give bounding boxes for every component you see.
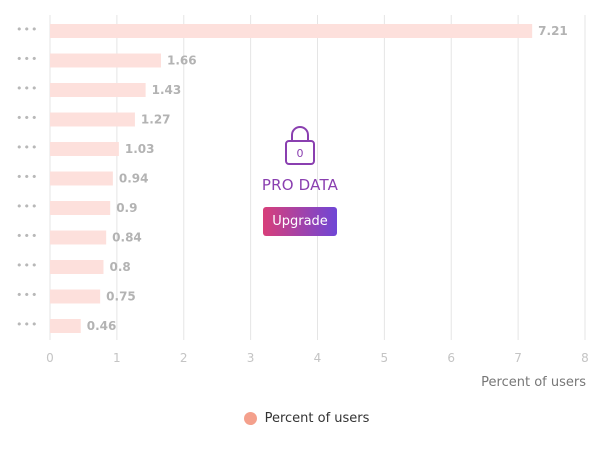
x-axis-ticks: 0 1 2 3 4 5 6 7 8: [46, 351, 589, 365]
x-tick-label: 8: [581, 351, 589, 365]
category-label: •••: [16, 112, 38, 125]
bar[interactable]: [50, 230, 107, 245]
upgrade-button[interactable]: Upgrade: [263, 207, 337, 236]
bar[interactable]: [50, 201, 111, 215]
bar[interactable]: [50, 24, 533, 38]
x-tick-label: 1: [113, 351, 121, 365]
category-label: •••: [16, 200, 38, 213]
category-label: •••: [16, 171, 38, 184]
x-tick-label: 2: [180, 351, 188, 365]
x-tick-label: 7: [514, 351, 522, 365]
bar[interactable]: [50, 289, 101, 304]
category-label: •••: [16, 230, 38, 243]
data-labels: 7.21 1.66 1.43 1.27 1.03 0.94 0.9 0.84 0.8 0.75 0.…: [87, 24, 568, 333]
category-label: •••: [16, 289, 38, 302]
legend-label: Percent of users: [264, 411, 370, 426]
legend-swatch: [243, 412, 257, 425]
data-label: 0.46: [87, 319, 117, 333]
data-label: 0.75: [106, 290, 136, 304]
pro-data-overlay: 0 PRO DATA Upgrade: [240, 124, 360, 236]
bar[interactable]: [50, 142, 119, 156]
bar[interactable]: [50, 53, 162, 68]
x-axis-label: Percent of users: [481, 375, 586, 390]
category-label: •••: [16, 23, 38, 36]
x-tick-label: 5: [381, 351, 389, 365]
data-label: 7.21: [538, 24, 568, 38]
data-label: 1.66: [167, 54, 197, 68]
category-label: •••: [16, 259, 38, 272]
bar[interactable]: [50, 319, 81, 333]
data-label: 0.8: [110, 260, 131, 274]
grid-lines: [49, 15, 586, 340]
pro-data-title: PRO DATA: [261, 176, 339, 194]
x-tick-label: 4: [314, 351, 322, 365]
x-tick-label: 0: [46, 351, 54, 365]
bar[interactable]: [50, 112, 135, 127]
data-label: 0.84: [112, 231, 142, 245]
legend: Percent of users: [0, 411, 613, 426]
bar[interactable]: [50, 260, 104, 274]
data-label: 0.94: [119, 172, 149, 186]
category-labels: ••• ••• ••• ••• ••• ••• ••• ••• ••• ••• •••: [16, 23, 38, 331]
data-label: 1.43: [152, 83, 182, 97]
data-label: 1.27: [141, 113, 171, 127]
lock-digit: 0: [297, 147, 304, 160]
x-tick-label: 6: [447, 351, 455, 365]
bar[interactable]: [50, 171, 113, 186]
category-label: •••: [16, 53, 38, 66]
category-label: •••: [16, 318, 38, 331]
lock-icon: 0: [285, 126, 315, 165]
bars: [50, 24, 533, 333]
category-label: •••: [16, 141, 38, 154]
data-label: 0.9: [116, 201, 137, 215]
x-tick-label: 3: [247, 351, 255, 365]
bar[interactable]: [50, 83, 146, 97]
data-label: 1.03: [125, 142, 155, 156]
category-label: •••: [16, 82, 38, 95]
